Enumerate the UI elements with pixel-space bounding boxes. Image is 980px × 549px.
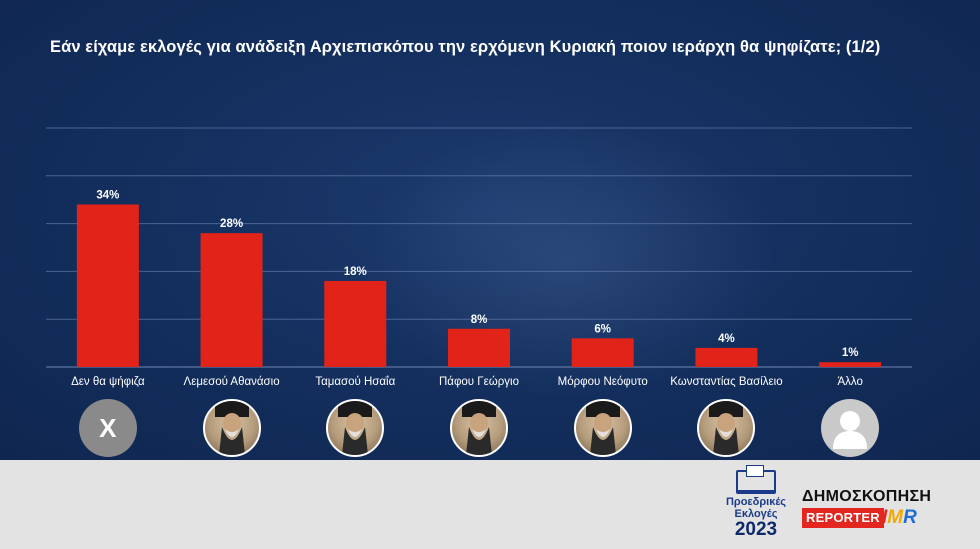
logo-line1: Προεδρικές xyxy=(725,496,787,508)
reporter-logo: REPORTER xyxy=(802,508,884,528)
background xyxy=(0,0,980,460)
clergy-portrait-icon xyxy=(573,399,632,457)
category-label: Πάφου Γεώργιο xyxy=(439,376,519,388)
logo-year: 2023 xyxy=(734,519,778,540)
bar xyxy=(200,233,263,367)
bar xyxy=(571,338,634,367)
data-label: 8% xyxy=(471,314,488,326)
bar-chart: 34% Δεν θα ψήφιζα 28% Λεμεσού Αθανάσιο 18% Τα… xyxy=(46,127,912,388)
imr-logo-i: I xyxy=(882,507,888,528)
clergy-portrait-icon xyxy=(202,399,261,457)
category-label: Άλλο xyxy=(837,376,862,388)
user-silhouette-icon xyxy=(821,399,880,457)
clergy-portrait-icon xyxy=(326,399,385,457)
imr-logo-m: M xyxy=(887,507,904,528)
data-label: 18% xyxy=(344,266,367,278)
data-label: 1% xyxy=(842,347,859,359)
no-vote-x-icon: X xyxy=(78,399,137,457)
data-label: 28% xyxy=(220,218,243,230)
logo-line2: Εκλογές xyxy=(734,508,778,520)
data-label: 4% xyxy=(718,333,735,345)
clergy-portrait-icon xyxy=(697,399,756,457)
data-label: 6% xyxy=(594,323,611,335)
footer-bar xyxy=(0,460,980,549)
bar xyxy=(695,347,758,367)
imr-logo: IMR xyxy=(882,507,917,529)
bar xyxy=(448,328,510,367)
bar xyxy=(324,280,387,367)
category-label: Μόρφου Νεόφυτο xyxy=(558,376,648,388)
ballot-box-icon xyxy=(736,465,776,494)
poll-label: ΔΗΜΟΣΚΟΠΗΣΗ xyxy=(802,488,932,505)
category-label: Ταμασού Ησαΐα xyxy=(315,376,395,388)
category-label: Λεμεσού Αθανάσιο xyxy=(184,376,280,388)
imr-logo-r: R xyxy=(903,507,917,528)
bar xyxy=(76,204,139,367)
presidential-elections-logo: Προεδρικές Εκλογές 2023 xyxy=(722,465,790,540)
category-label: Κωνσταντίας Βασίλειο xyxy=(670,376,782,388)
bar xyxy=(819,362,882,367)
data-label: 34% xyxy=(96,189,119,201)
chart-title: Εάν είχαμε εκλογές για ανάδειξη Αρχιεπισ… xyxy=(50,38,881,56)
clergy-portrait-icon xyxy=(450,399,508,457)
category-label: Δεν θα ψήφιζα xyxy=(71,376,145,388)
